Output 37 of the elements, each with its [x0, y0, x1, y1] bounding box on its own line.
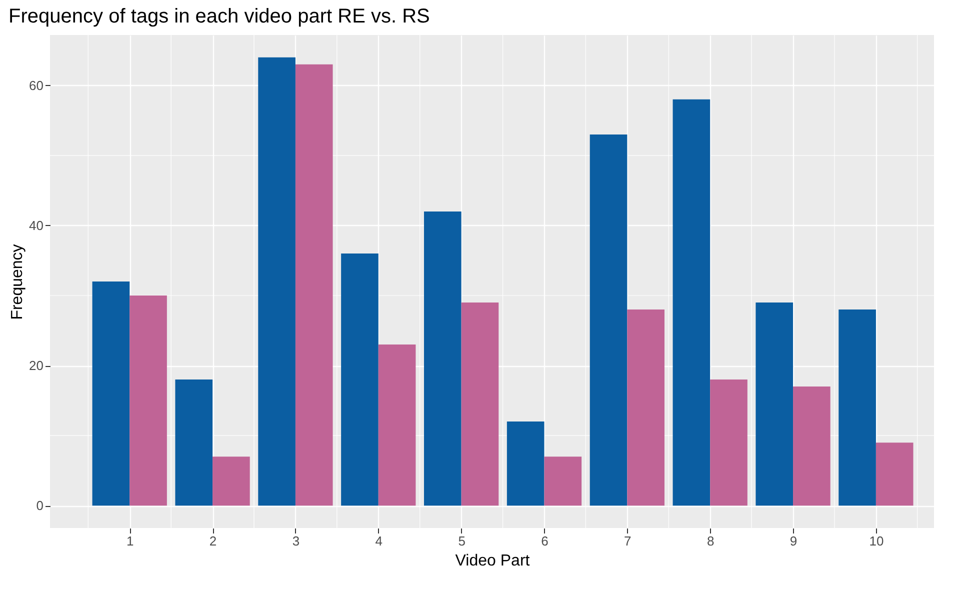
- bar: [544, 456, 582, 506]
- x-tick-label: 8: [706, 534, 714, 548]
- y-tick-label: 40: [29, 218, 44, 233]
- bar: [424, 211, 462, 506]
- x-tick-label: 1: [126, 534, 134, 548]
- bar: [130, 296, 167, 506]
- bar: [672, 99, 710, 506]
- bar: [378, 344, 416, 506]
- x-tick-label: 10: [869, 534, 884, 548]
- bar: [175, 380, 213, 506]
- x-tick-label: 5: [458, 534, 466, 548]
- x-tick-label: 4: [375, 534, 383, 548]
- y-tick-label: 20: [29, 358, 44, 374]
- bar: [710, 380, 748, 506]
- bar: [295, 64, 333, 506]
- y-axis-title: Frequency: [9, 244, 26, 320]
- y-tick-label: 0: [36, 498, 44, 514]
- x-tick-label: 9: [790, 534, 798, 548]
- bar: [461, 302, 499, 506]
- bar: [838, 310, 876, 506]
- x-tick-label: 2: [209, 534, 217, 548]
- bar: [212, 456, 250, 506]
- bar: [590, 134, 628, 506]
- bar: [341, 253, 378, 506]
- x-tick-label: 3: [292, 534, 300, 548]
- x-tick-label: 7: [624, 534, 632, 548]
- x-axis-title: Video Part: [455, 552, 530, 570]
- bar: [506, 422, 544, 506]
- y-tick-label: 60: [29, 78, 44, 93]
- bar: [92, 282, 130, 506]
- chart-title: Frequency of tags in each video part RE vs. RS: [8, 6, 430, 28]
- bar: [793, 386, 830, 506]
- bar: [258, 57, 296, 506]
- bar: [756, 302, 794, 506]
- bar: [876, 442, 914, 506]
- bar: [627, 310, 664, 506]
- x-tick-label: 6: [541, 534, 548, 548]
